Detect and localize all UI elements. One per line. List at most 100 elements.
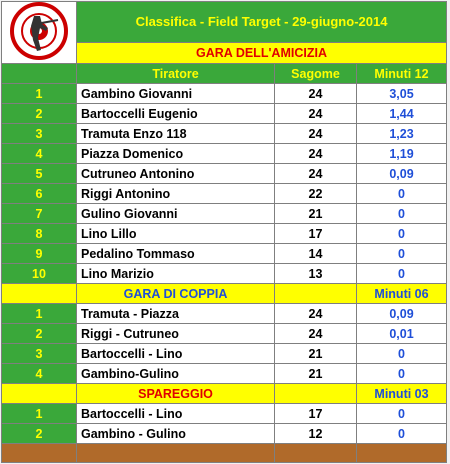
footer-cell	[274, 443, 357, 463]
position-cell: 5	[1, 163, 77, 184]
position-cell: 1	[1, 403, 77, 424]
section-title-spareggio: SPAREGGIO	[76, 383, 275, 404]
table-row: 6 Riggi Antonino 22 0	[1, 183, 447, 204]
name-cell: Tramuta Enzo 118	[76, 123, 275, 144]
minuti-cell: 0,09	[356, 163, 447, 184]
section-title-amicizia: GARA DELL'AMICIZIA	[76, 41, 447, 65]
position-cell: 8	[1, 223, 77, 244]
position-cell: 10	[1, 263, 77, 284]
minuti-cell: 0	[356, 183, 447, 204]
position-cell: 2	[1, 423, 77, 444]
table-row: 2 Bartoccelli Eugenio 24 1,44	[1, 103, 447, 124]
sagome-cell: 12	[274, 423, 357, 444]
name-cell: Pedalino Tommaso	[76, 243, 275, 264]
table-row: 5 Cutruneo Antonino 24 0,09	[1, 163, 447, 184]
sagome-cell: 24	[274, 143, 357, 164]
footer-row	[1, 443, 447, 463]
position-cell: 1	[1, 303, 77, 324]
header-sagome: Sagome	[274, 63, 357, 84]
minuti-cell: 0	[356, 423, 447, 444]
name-cell: Riggi - Cutruneo	[76, 323, 275, 344]
position-cell: 2	[1, 323, 77, 344]
minuti-cell: 0,01	[356, 323, 447, 344]
name-cell: Riggi Antonino	[76, 183, 275, 204]
section-sagome-blank	[274, 283, 357, 304]
table-row: 2 Gambino - Gulino 12 0	[1, 423, 447, 444]
minuti-cell: 1,23	[356, 123, 447, 144]
name-cell: Lino Lillo	[76, 223, 275, 244]
name-cell: Lino Marizio	[76, 263, 275, 284]
position-cell: 4	[1, 363, 77, 384]
minuti-cell: 0	[356, 343, 447, 364]
table-row: 7 Gulino Giovanni 21 0	[1, 203, 447, 224]
minuti-cell: 0,09	[356, 303, 447, 324]
sagome-cell: 24	[274, 123, 357, 144]
name-cell: Piazza Domenico	[76, 143, 275, 164]
name-cell: Gambino - Gulino	[76, 423, 275, 444]
sagome-cell: 24	[274, 103, 357, 124]
header-blank	[1, 63, 77, 84]
table-row: 4 Gambino-Gulino 21 0	[1, 363, 447, 384]
table-row: 3 Bartoccelli - Lino 21 0	[1, 343, 447, 364]
position-cell: 6	[1, 183, 77, 204]
name-cell: Gambino-Gulino	[76, 363, 275, 384]
table-row: 3 Tramuta Enzo 118 24 1,23	[1, 123, 447, 144]
table-row: 2 Riggi - Cutruneo 24 0,01	[1, 323, 447, 344]
page-title: Classifica - Field Target - 29-giugno-20…	[76, 1, 447, 43]
section-minuti-coppia: Minuti 06	[356, 283, 447, 304]
table-row: 9 Pedalino Tommaso 14 0	[1, 243, 447, 264]
header-minuti: Minuti 12	[356, 63, 447, 84]
sagome-cell: 17	[274, 403, 357, 424]
table-row: 4 Piazza Domenico 24 1,19	[1, 143, 447, 164]
position-cell: 2	[1, 103, 77, 124]
name-cell: Gambino Giovanni	[76, 83, 275, 104]
name-cell: Tramuta - Piazza	[76, 303, 275, 324]
minuti-cell: 0	[356, 203, 447, 224]
position-cell: 3	[1, 343, 77, 364]
sagome-cell: 24	[274, 83, 357, 104]
section-title-coppia: GARA DI COPPIA	[76, 283, 275, 304]
name-cell: Bartoccelli - Lino	[76, 343, 275, 364]
sagome-cell: 21	[274, 363, 357, 384]
position-cell: 9	[1, 243, 77, 264]
section-blank	[1, 283, 77, 304]
minuti-cell: 3,05	[356, 83, 447, 104]
position-cell: 3	[1, 123, 77, 144]
sagome-cell: 13	[274, 263, 357, 284]
table-row: 1 Tramuta - Piazza 24 0,09	[1, 303, 447, 324]
table-row: 8 Lino Lillo 17 0	[1, 223, 447, 244]
header-tiratore: Tiratore	[76, 63, 275, 84]
sagome-cell: 21	[274, 203, 357, 224]
name-cell: Bartoccelli - Lino	[76, 403, 275, 424]
table-row: 10 Lino Marizio 13 0	[1, 263, 447, 284]
sagome-cell: 21	[274, 343, 357, 364]
footer-cell	[76, 443, 275, 463]
minuti-cell: 0	[356, 363, 447, 384]
club-logo	[1, 1, 77, 64]
sagome-cell: 17	[274, 223, 357, 244]
minuti-cell: 1,19	[356, 143, 447, 164]
table-row: 1 Gambino Giovanni 24 3,05	[1, 83, 447, 104]
name-cell: Bartoccelli Eugenio	[76, 103, 275, 124]
position-cell: 1	[1, 83, 77, 104]
position-cell: 4	[1, 143, 77, 164]
section-sagome-blank	[274, 383, 357, 404]
section-blank	[1, 383, 77, 404]
section-minuti-spareggio: Minuti 03	[356, 383, 447, 404]
footer-cell	[356, 443, 447, 463]
name-cell: Cutruneo Antonino	[76, 163, 275, 184]
name-cell: Gulino Giovanni	[76, 203, 275, 224]
sagome-cell: 14	[274, 243, 357, 264]
position-cell: 7	[1, 203, 77, 224]
minuti-cell: 0	[356, 243, 447, 264]
sagome-cell: 22	[274, 183, 357, 204]
minuti-cell: 0	[356, 223, 447, 244]
minuti-cell: 0	[356, 403, 447, 424]
target-shooter-logo-icon	[10, 2, 68, 60]
table-row: 1 Bartoccelli - Lino 17 0	[1, 403, 447, 424]
footer-cell	[1, 443, 77, 463]
sagome-cell: 24	[274, 163, 357, 184]
minuti-cell: 0	[356, 263, 447, 284]
